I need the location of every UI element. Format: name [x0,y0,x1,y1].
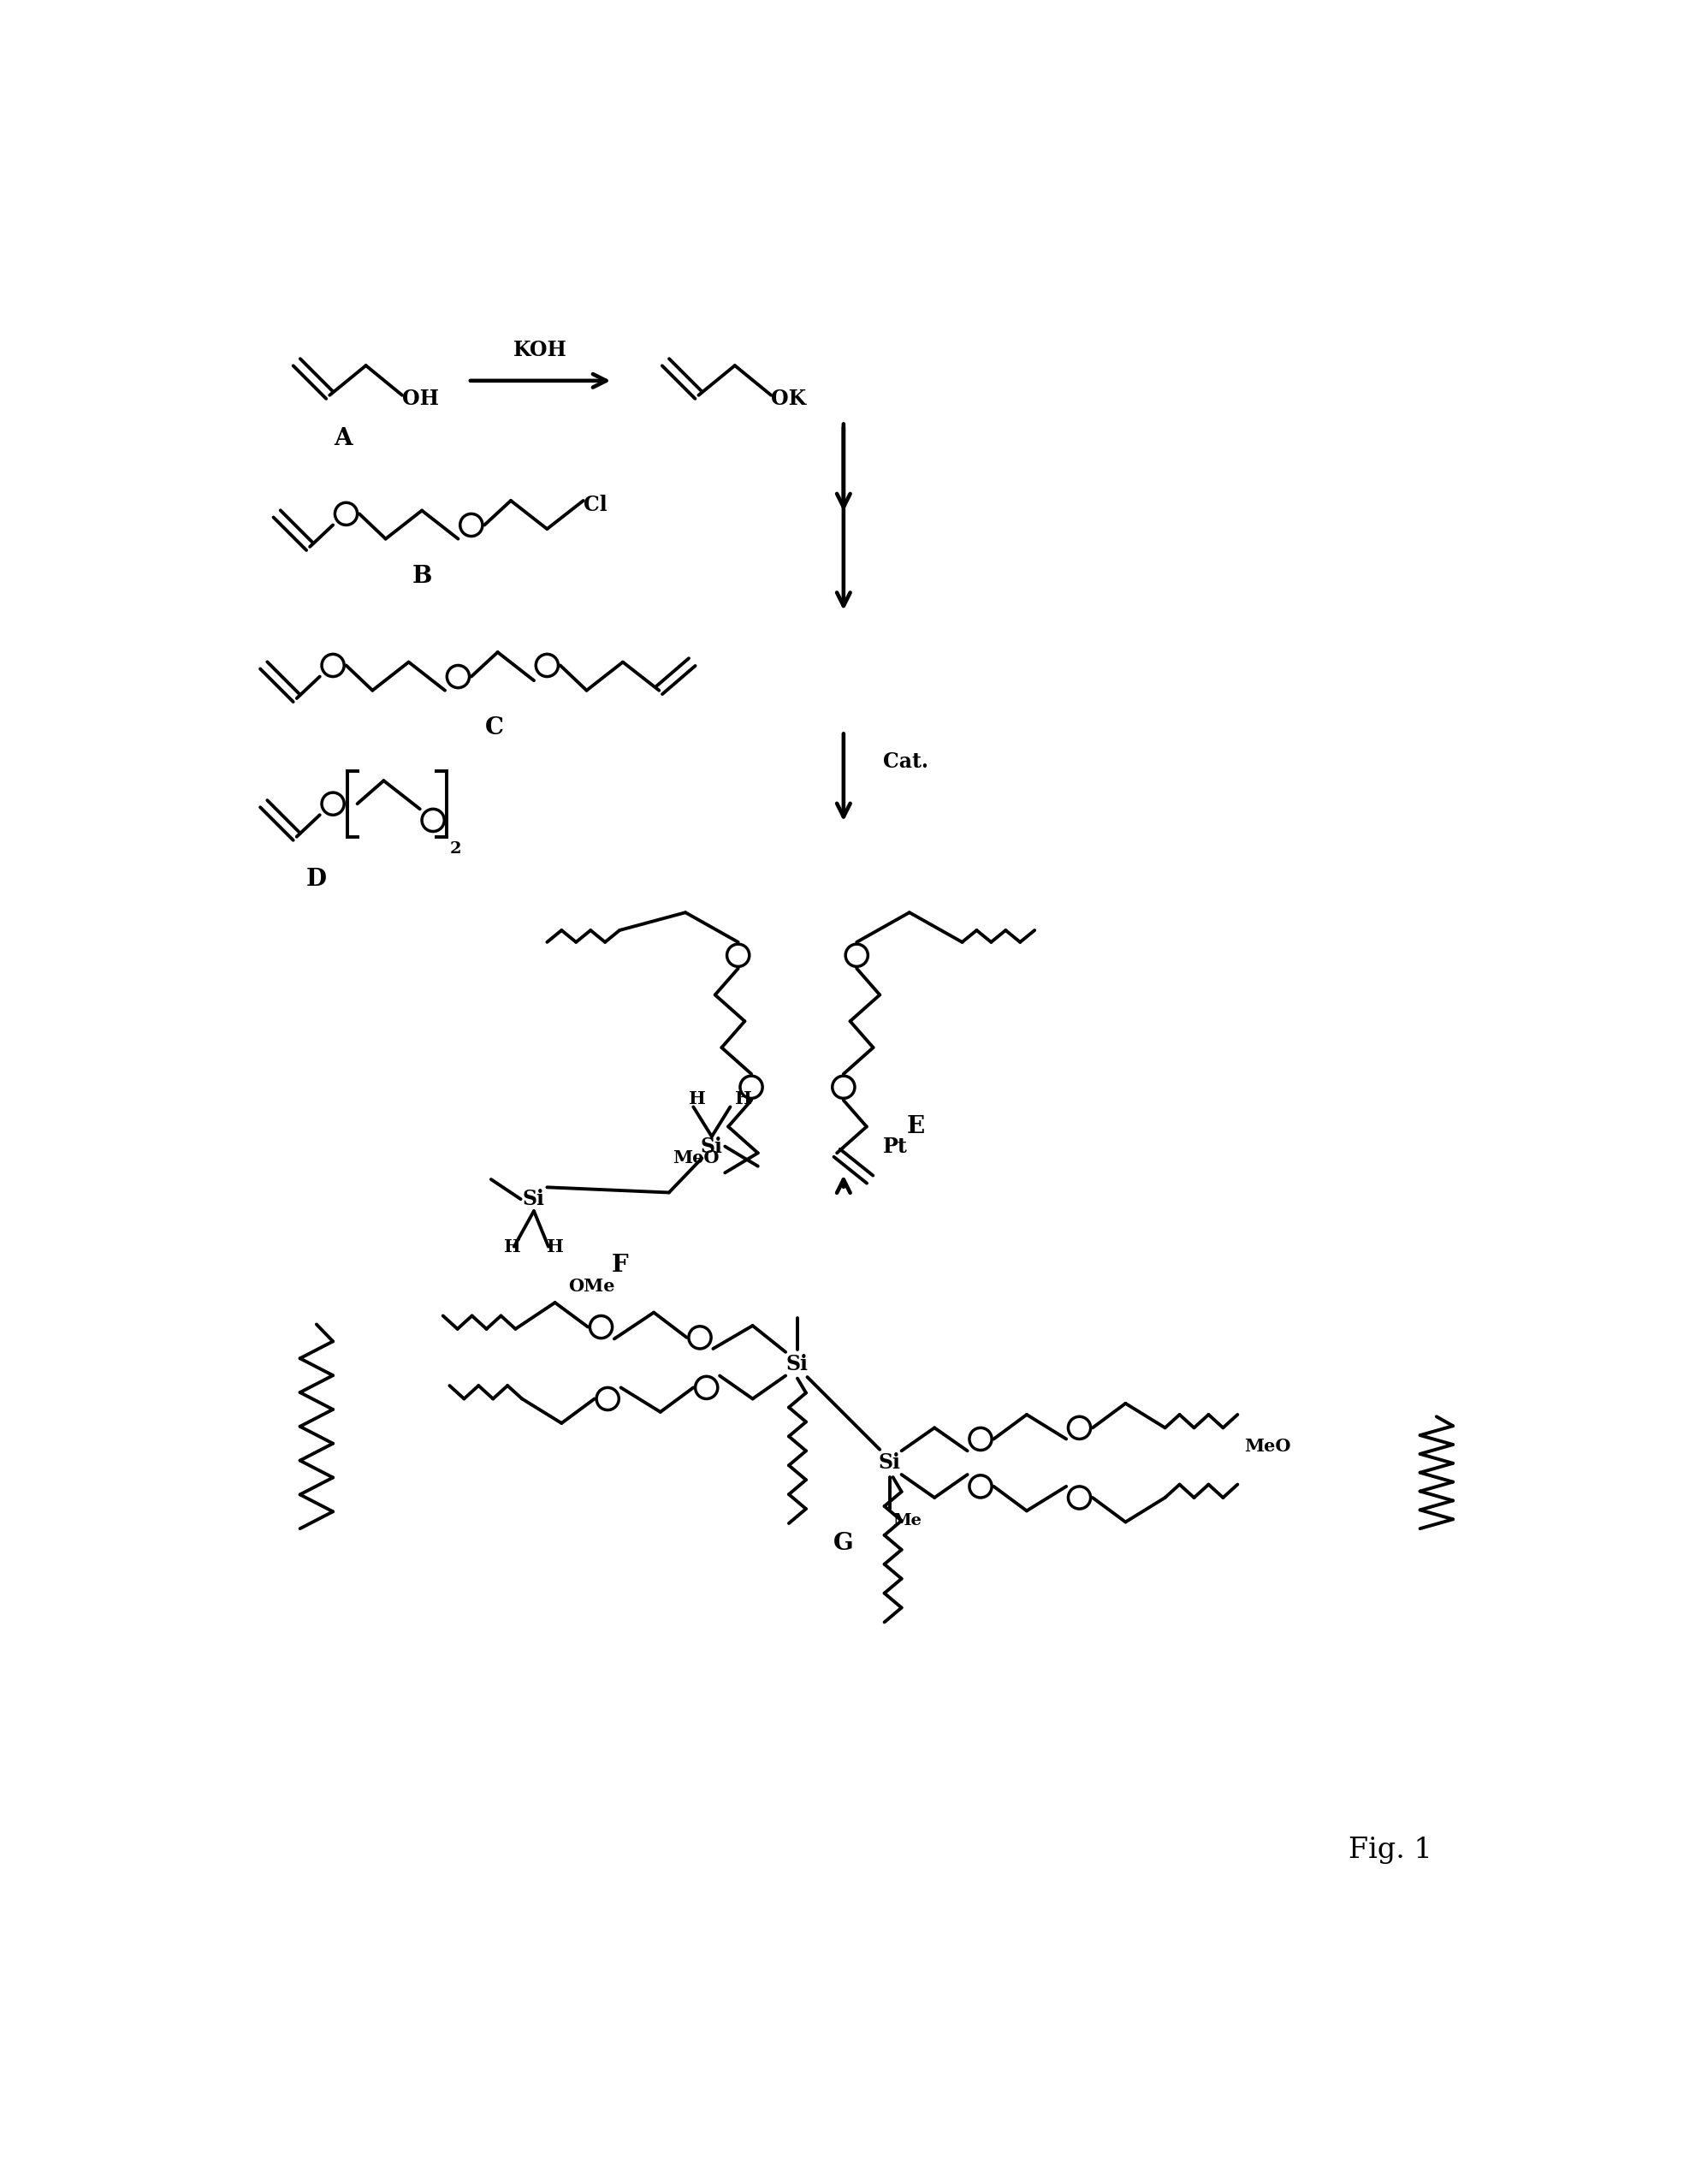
Text: Me: Me [893,1514,922,1529]
Text: H: H [734,1090,751,1107]
Text: E: E [906,1116,925,1138]
Text: B: B [411,566,432,587]
Text: 2: 2 [449,841,461,856]
Text: OH: OH [403,389,439,408]
Text: F: F [611,1254,628,1278]
Text: H: H [688,1090,705,1107]
Text: MeO: MeO [673,1149,719,1166]
Text: Si: Si [700,1136,722,1158]
Text: H: H [546,1238,563,1256]
Text: Si: Si [879,1452,901,1472]
Text: OMe: OMe [568,1278,615,1295]
Text: MeO: MeO [1244,1437,1290,1455]
Text: OK: OK [772,389,806,408]
Text: Cat.: Cat. [883,751,929,771]
Text: Fig. 1: Fig. 1 [1349,1837,1432,1865]
Text: Pt: Pt [883,1136,908,1158]
Text: Cl: Cl [584,494,608,515]
Text: C: C [485,716,504,740]
Text: Si: Si [787,1354,809,1374]
Text: A: A [333,426,352,450]
Text: H: H [504,1238,521,1256]
Text: Si: Si [522,1188,545,1210]
Text: KOH: KOH [514,339,567,360]
Text: D: D [306,869,326,891]
Text: G: G [833,1531,854,1555]
